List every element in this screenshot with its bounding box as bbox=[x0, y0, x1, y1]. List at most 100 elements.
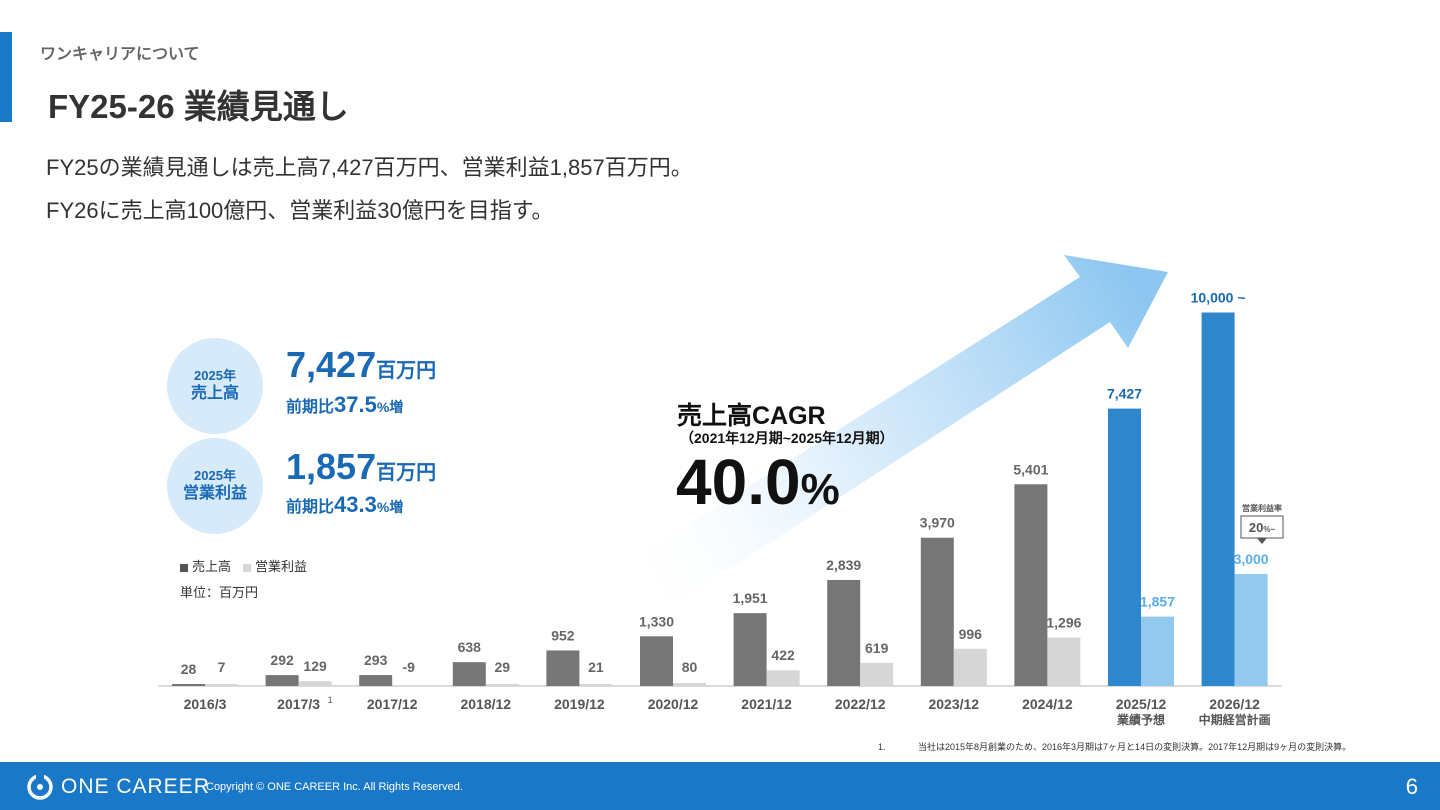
bar-profit-2024/12 bbox=[1047, 637, 1081, 686]
kpi-profit-year: 2025年 bbox=[194, 467, 236, 483]
cagr-unit: % bbox=[800, 465, 840, 514]
label-revenue-2017/12: 293 bbox=[364, 652, 388, 668]
label-profit-2022/12: 619 bbox=[865, 640, 889, 656]
kpi-profit-number: 1,857 bbox=[286, 446, 377, 487]
label-profit-2019/12: 21 bbox=[588, 659, 604, 675]
cagr-title: 売上高CAGR bbox=[677, 402, 826, 430]
bar-revenue-2018/12 bbox=[452, 662, 486, 686]
bar-revenue-2017/3 bbox=[265, 675, 299, 686]
label-profit-2025/12: 1,857 bbox=[1140, 594, 1175, 610]
section-label: ワンキャリアについて bbox=[40, 46, 200, 63]
xtick-2017/3: 2017/3 bbox=[277, 696, 320, 712]
growth-arrow bbox=[585, 255, 1168, 640]
margin-callout-pointer bbox=[1257, 538, 1267, 544]
label-revenue-2022/12: 2,839 bbox=[826, 557, 861, 573]
bar-profit-2018/12 bbox=[485, 684, 519, 686]
kpi-profit-name: 営業利益 bbox=[182, 485, 247, 503]
bar-profit-2020/12 bbox=[673, 683, 706, 686]
lead-line-2: FY26に売上高100億円、営業利益30億円を目指す。 bbox=[46, 198, 554, 223]
legend-item-revenue: 売上高 bbox=[180, 556, 231, 575]
xtick-2019/12: 2019/12 bbox=[554, 696, 605, 712]
kpi-profit-growth-value: 43.3 bbox=[334, 492, 377, 517]
kpi-revenue-unit: 百万円 bbox=[376, 360, 437, 382]
bar-profit-2021/12 bbox=[766, 670, 800, 686]
label-revenue-2024/12: 5,401 bbox=[1013, 461, 1048, 477]
kpi-profit-value: 1,857百万円 bbox=[286, 446, 436, 488]
label-revenue-2020/12: 1,330 bbox=[639, 613, 674, 629]
kpi-revenue-growth-suffix: %増 bbox=[376, 399, 404, 415]
margin-callout-unit: %~ bbox=[1263, 525, 1275, 534]
footnote-text: 当社は2015年8月創業のため、2016年3月期は7ヶ月と14日の変則決算。20… bbox=[918, 742, 1352, 752]
xtick-2025/12: 2025/12 bbox=[1116, 696, 1167, 712]
kpi-revenue-growth: 前期比37.5%増 bbox=[286, 392, 403, 418]
bar-revenue-2024/12 bbox=[1014, 484, 1048, 686]
lead-line-1: FY25の業績見通しは売上高7,427百万円、営業利益1,857百万円。 bbox=[46, 155, 693, 180]
bar-profit-2026/12 bbox=[1234, 573, 1268, 686]
label-revenue-2026/12: 10,000 ~ bbox=[1191, 290, 1246, 306]
legend-revenue-label: 売上高 bbox=[192, 559, 232, 574]
unit-label: 単位：百万円 bbox=[180, 585, 259, 600]
footnote: 1. 当社は2015年8月創業のため、2016年3月期は7ヶ月と14日の変則決算。… bbox=[878, 740, 1351, 753]
kpi-profit-circle: 2025年 営業利益 bbox=[167, 438, 263, 534]
footer-brand-name: ONE CAREER bbox=[61, 775, 210, 798]
page-title: FY25-26 業績見通し bbox=[48, 88, 349, 125]
footnote-number: 1. bbox=[878, 742, 886, 752]
bar-revenue-2020/12 bbox=[640, 636, 673, 686]
kpi-profit-growth-prefix: 前期比 bbox=[286, 499, 335, 516]
bar-profit-2017/3 bbox=[298, 681, 332, 686]
bar-revenue-2022/12 bbox=[827, 579, 861, 686]
cagr-number: 40.0 bbox=[676, 446, 801, 518]
kpi-revenue-growth-prefix: 前期比 bbox=[286, 399, 335, 416]
label-profit-2017/12: -9 bbox=[402, 659, 415, 675]
xtick-2022/12: 2022/12 bbox=[835, 696, 886, 712]
label-profit-2016/3: 7 bbox=[218, 659, 226, 675]
label-revenue-2025/12: 7,427 bbox=[1107, 386, 1142, 402]
xtick-2021/12: 2021/12 bbox=[741, 696, 792, 712]
bar-revenue-2026/12 bbox=[1201, 312, 1235, 686]
page-number: 6 bbox=[1405, 774, 1418, 799]
xtick-sub-2025/12: 業績予想 bbox=[1116, 712, 1165, 727]
label-revenue-2021/12: 1,951 bbox=[733, 590, 768, 606]
label-profit-2021/12: 422 bbox=[771, 647, 795, 663]
kpi-profit-growth-suffix: %増 bbox=[376, 499, 404, 515]
margin-callout-label: 営業利益率 bbox=[1242, 503, 1282, 513]
xtick-2024/12: 2024/12 bbox=[1022, 696, 1073, 712]
label-revenue-2016/3: 28 bbox=[181, 661, 197, 677]
margin-callout-value: 20 bbox=[1249, 520, 1263, 535]
kpi-revenue-growth-value: 37.5 bbox=[334, 392, 377, 417]
bar-revenue-2019/12 bbox=[546, 650, 580, 686]
legend-profit-label: 営業利益 bbox=[255, 559, 308, 574]
footer-brand: ONE CAREER bbox=[27, 774, 210, 800]
legend-item-profit: 営業利益 bbox=[243, 556, 307, 575]
label-profit-2026/12: 3,000 bbox=[1234, 551, 1269, 567]
xtick-sub-2026/12: 中期経営計画 bbox=[1199, 712, 1271, 727]
bar-profit-2019/12 bbox=[579, 684, 613, 686]
bar-profit-2022/12 bbox=[860, 662, 894, 686]
label-revenue-2019/12: 952 bbox=[551, 627, 575, 643]
bar-revenue-2025/12 bbox=[1108, 408, 1141, 686]
xtick-2020/12: 2020/12 bbox=[648, 696, 699, 712]
bar-profit-2025/12 bbox=[1141, 616, 1174, 686]
bar-revenue-2021/12 bbox=[733, 613, 767, 686]
svg-text:20%~: 20%~ bbox=[1249, 520, 1276, 535]
label-profit-2023/12: 996 bbox=[959, 626, 983, 642]
label-revenue-2018/12: 638 bbox=[458, 639, 482, 655]
footer: ONE CAREER Copyright © ONE CAREER Inc. A… bbox=[0, 762, 1440, 810]
margin-callout: 営業利益率 20%~ bbox=[1240, 503, 1284, 544]
xtick-2017/12: 2017/12 bbox=[367, 696, 418, 712]
label-profit-2024/12: 1,296 bbox=[1046, 615, 1081, 631]
revenue-profit-chart: 28 7 2016/3 292 129 2017/3 1 293 -9 2017/12 638 29 2… bbox=[158, 255, 1284, 727]
kpi-revenue-year: 2025年 bbox=[194, 367, 236, 383]
label-revenue-2023/12: 3,970 bbox=[920, 515, 955, 531]
label-profit-2020/12: 80 bbox=[682, 659, 698, 675]
kpi-revenue-name: 売上高 bbox=[190, 385, 239, 403]
xtick-2016/3: 2016/3 bbox=[184, 696, 227, 712]
bar-revenue-2016/3 bbox=[172, 684, 205, 686]
kpi-revenue-number: 7,427 bbox=[286, 344, 377, 385]
footer-copyright: Copyright © ONE CAREER Inc. All Rights R… bbox=[206, 781, 463, 793]
one-career-logo-icon bbox=[27, 774, 53, 800]
bar-revenue-2017/12 bbox=[359, 675, 393, 686]
cagr-period: （2021年12月期~2025年12月期） bbox=[680, 430, 894, 446]
bar-profit-2023/12 bbox=[953, 648, 987, 686]
label-revenue-2017/3: 292 bbox=[270, 652, 294, 668]
